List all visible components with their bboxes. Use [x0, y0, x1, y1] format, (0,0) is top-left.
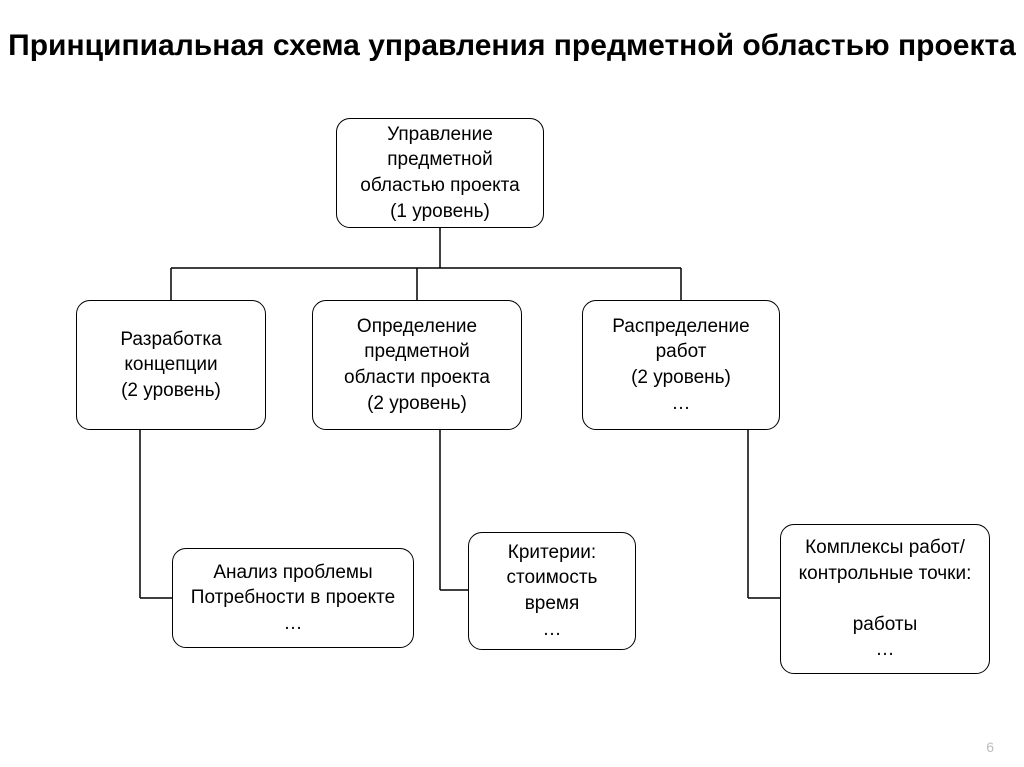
node-l3c: Комплексы работ/ контрольные точки: рабо…: [780, 524, 990, 674]
node-l2c: Распределение работ (2 уровень) …: [582, 300, 780, 430]
node-root: Управление предметной областью проекта (…: [336, 118, 544, 228]
node-l2a: Разработка концепции (2 уровень): [76, 300, 266, 430]
node-l3a: Анализ проблемы Потребности в проекте …: [172, 548, 414, 648]
node-l2b: Определение предметной области проекта (…: [312, 300, 522, 430]
diagram-title: Принципиальная схема управления предметн…: [0, 28, 1024, 64]
node-l3b: Критерии: стоимость время …: [468, 532, 636, 650]
page-number: 6: [986, 739, 994, 755]
